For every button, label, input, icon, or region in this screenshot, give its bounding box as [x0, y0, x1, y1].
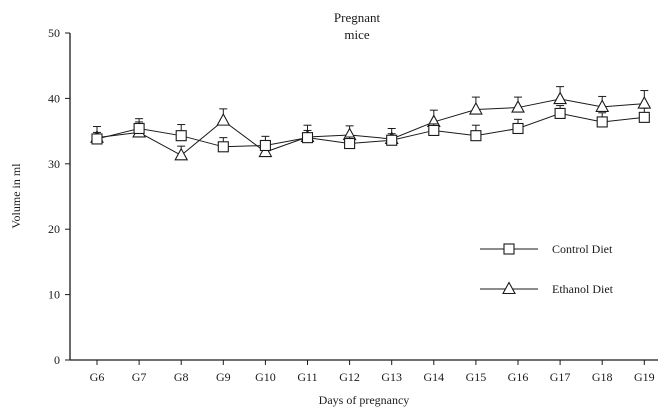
ethanol-diet-point [216, 112, 231, 126]
y-axis-label: Volume in ml [9, 163, 23, 229]
control-diet-point [386, 134, 398, 146]
control-diet-point [175, 130, 187, 142]
x-tick-label: G15 [466, 370, 487, 384]
control-diet-point [470, 130, 482, 142]
legend-label: Control Diet [552, 242, 613, 256]
ethanol-diet-line [96, 98, 645, 156]
y-tick-label: 40 [48, 91, 60, 105]
control-diet-point [91, 133, 103, 145]
control-diet-point [512, 122, 524, 135]
x-tick-label: G14 [423, 370, 444, 384]
x-tick-label: G13 [381, 370, 402, 384]
x-tick-label: G10 [255, 370, 276, 384]
chart-title-line-1: Pregnant [334, 10, 381, 25]
control-diet-line [96, 112, 645, 148]
legend-marker [502, 281, 516, 295]
control-diet-point [596, 116, 608, 128]
legend-marker [503, 243, 515, 255]
control-diet-point [301, 132, 314, 144]
x-axis-ticks: G6 G7 G8 G9 G10 G11 G12 G13 G14 G15 G16 G17 G18 G19 [90, 360, 655, 384]
control-diet-point [554, 107, 566, 119]
legend: Control Diet Ethanol Diet [480, 242, 614, 296]
y-tick-label: 10 [48, 288, 60, 302]
ethanol-diet-point [174, 147, 189, 161]
control-diet-series [91, 105, 650, 153]
x-tick-label: G7 [132, 370, 147, 384]
ethanol-diet-point [553, 91, 568, 105]
control-diet-point [344, 137, 356, 150]
x-tick-label: G8 [174, 370, 189, 384]
x-axis-label: Days of pregnancy [319, 393, 410, 407]
ethanol-diet-point [595, 99, 610, 112]
control-diet-point [259, 139, 271, 152]
y-tick-label: 30 [48, 157, 60, 171]
x-tick-label: G18 [592, 370, 613, 384]
x-tick-label: G19 [634, 370, 655, 384]
x-tick-label: G17 [550, 370, 571, 384]
control-diet-point [638, 111, 650, 123]
control-diet-point [217, 141, 229, 153]
control-diet-point [133, 122, 145, 135]
ethanol-diet-point [511, 99, 525, 113]
x-tick-label: G9 [216, 370, 231, 384]
legend-item-control-diet: Control Diet [480, 242, 613, 256]
x-tick-label: G16 [508, 370, 529, 384]
legend-item-ethanol-diet: Ethanol Diet [480, 281, 614, 296]
legend-label: Ethanol Diet [552, 282, 614, 296]
y-tick-label: 0 [54, 353, 60, 367]
y-tick-label: 50 [48, 26, 60, 40]
x-tick-label: G12 [339, 370, 360, 384]
y-axis-ticks: 0 10 20 30 40 50 [48, 26, 70, 367]
chart-title-line-2: mice [344, 27, 369, 42]
x-tick-label: G11 [297, 370, 317, 384]
x-tick-label: G6 [90, 370, 105, 384]
control-diet-point [428, 124, 440, 136]
ethanol-diet-series [90, 86, 652, 161]
ethanol-diet-point [637, 95, 652, 109]
series-layer [90, 86, 652, 161]
y-tick-label: 20 [48, 222, 60, 236]
ethanol-diet-point [468, 101, 483, 115]
